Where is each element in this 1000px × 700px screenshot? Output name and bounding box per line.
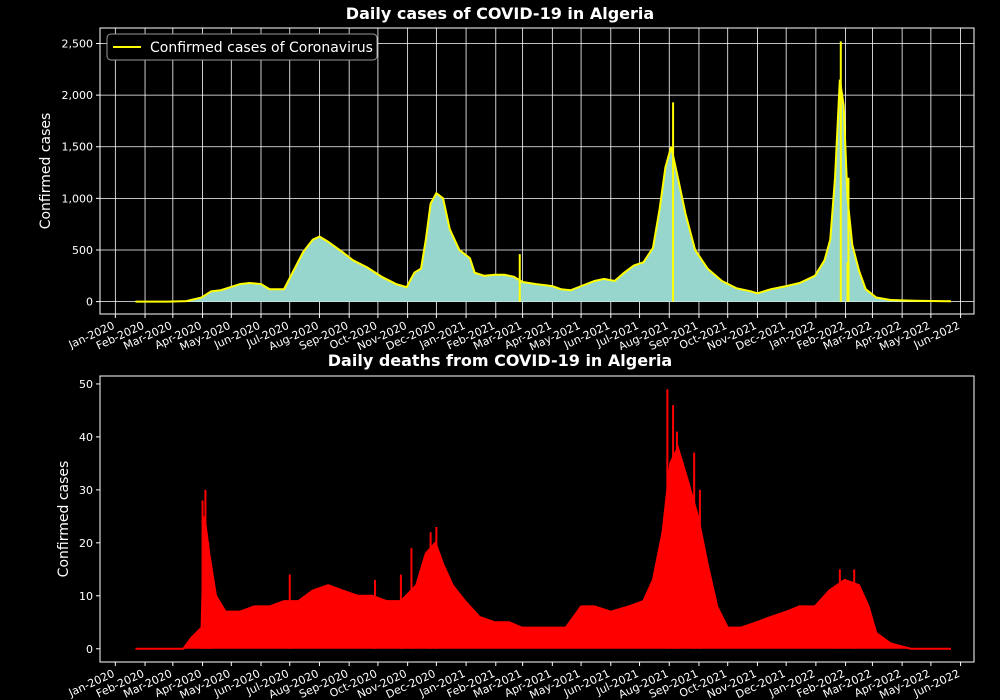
y-tick-label: 1,000 — [62, 192, 94, 205]
y-tick-label: 10 — [79, 590, 93, 603]
y-tick-label: 20 — [79, 537, 93, 550]
legend-label: Confirmed cases of Coronavirus — [150, 40, 373, 56]
y-axis-label: Confirmed cases — [38, 113, 54, 230]
y-tick-label: 2,000 — [62, 89, 94, 102]
y-tick-label: 50 — [79, 378, 93, 391]
legend: Confirmed cases of Coronavirus — [106, 33, 378, 61]
deaths-chart-title: Daily deaths from COVID-19 in Algeria — [327, 351, 673, 370]
series-area — [135, 447, 952, 649]
y-tick-label: 0 — [86, 643, 93, 656]
cases-chart-title: Daily cases of COVID-19 in Algeria — [345, 4, 655, 23]
y-tick-label: 500 — [72, 244, 93, 257]
y-tick-label: 0 — [86, 296, 93, 309]
series-area — [135, 79, 952, 302]
y-axis-label: Confirmed cases — [56, 461, 72, 578]
legend-box — [106, 33, 378, 61]
y-tick-label: 2,500 — [62, 37, 94, 50]
y-tick-label: 40 — [79, 431, 93, 444]
y-tick-label: 1,500 — [62, 141, 94, 154]
series-line — [135, 444, 951, 650]
plot-frame — [99, 375, 975, 663]
series-line — [135, 79, 952, 303]
deaths-chart: 01020304050Jan-2020Feb-2020Mar-2020Apr-2… — [56, 375, 975, 700]
cases-chart: 05001,0001,5002,0002,500Jan-2020Feb-2020… — [38, 27, 975, 350]
y-tick-label: 30 — [79, 484, 93, 497]
plot-frame — [99, 27, 975, 315]
